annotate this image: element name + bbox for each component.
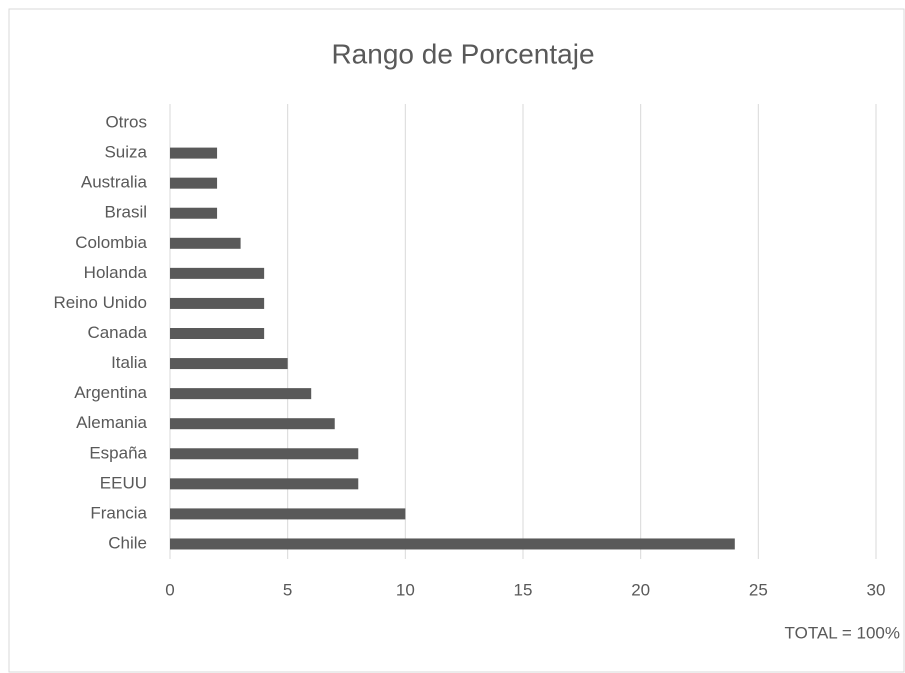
y-tick-label: Francia — [90, 503, 147, 522]
bar — [170, 508, 406, 520]
y-tick-label: Reino Unido — [53, 293, 147, 312]
y-tick-label: España — [89, 443, 147, 462]
bar — [170, 418, 335, 430]
bar — [170, 267, 265, 279]
x-tick-label: 30 — [867, 580, 886, 599]
chart-title: Rango de Porcentaje — [331, 38, 594, 69]
bar — [170, 237, 241, 249]
y-tick-label: EEUU — [100, 473, 147, 492]
bar — [170, 388, 312, 400]
bar — [170, 207, 218, 219]
x-tick-label: 15 — [514, 580, 533, 599]
annotation: TOTAL = 100% — [785, 623, 900, 642]
bar — [170, 297, 265, 309]
y-tick-label: Otros — [105, 113, 147, 132]
y-tick-label: Brasil — [104, 203, 147, 222]
bar — [170, 147, 218, 159]
y-tick-label: Holanda — [84, 263, 148, 282]
x-tick-label: 5 — [283, 580, 292, 599]
y-tick-label: Argentina — [74, 383, 147, 402]
bar — [170, 328, 265, 339]
bar — [170, 538, 735, 550]
bar — [170, 448, 359, 460]
bar — [170, 177, 218, 189]
y-tick-label: Suiza — [104, 143, 147, 162]
x-tick-label: 25 — [749, 580, 768, 599]
y-tick-label: Australia — [81, 173, 148, 192]
y-tick-label: Chile — [108, 533, 147, 552]
x-tick-label: 0 — [165, 580, 174, 599]
bar — [170, 358, 288, 370]
y-tick-label: Alemania — [76, 413, 147, 432]
y-tick-label: Colombia — [75, 233, 147, 252]
bar — [170, 478, 359, 490]
y-tick-label: Italia — [111, 353, 147, 372]
y-tick-label: Canada — [87, 323, 147, 342]
x-tick-label: 10 — [396, 580, 415, 599]
chart-frame — [8, 8, 905, 673]
x-tick-label: 20 — [631, 580, 650, 599]
